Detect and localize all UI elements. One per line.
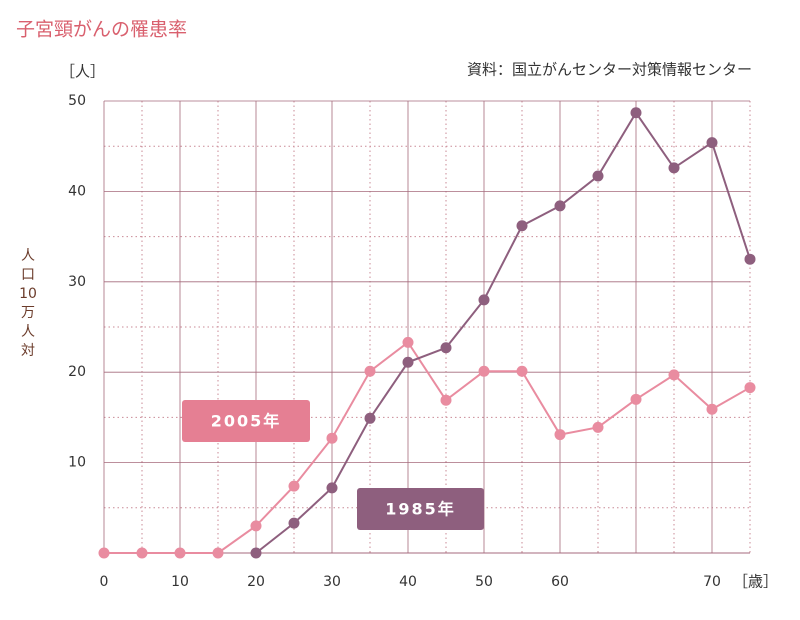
y-axis-label: 人 [21, 324, 35, 340]
data-point [668, 369, 680, 381]
y-unit: ［人］ [60, 63, 105, 81]
x-tick-label: 10 [171, 574, 189, 590]
y-tick-label: 10 [68, 455, 86, 471]
data-point [136, 547, 148, 559]
legend-label: 2005年 [211, 412, 282, 431]
y-tick-label: 30 [68, 274, 86, 290]
data-point [212, 547, 224, 559]
data-point [174, 547, 186, 559]
y-axis-label: 口 [21, 267, 35, 283]
series-line [255, 110, 751, 554]
data-point [706, 137, 718, 149]
series-line [104, 340, 751, 554]
data-point [364, 412, 376, 424]
data-point [440, 394, 452, 406]
data-point [592, 421, 604, 433]
y-axis-label: 10 [19, 286, 37, 302]
data-point [516, 220, 528, 232]
data-point [744, 253, 756, 265]
data-point [478, 365, 490, 377]
data-point [250, 547, 262, 559]
y-axis-label: 対 [21, 343, 35, 359]
data-point [364, 365, 376, 377]
data-point [288, 480, 300, 492]
data-point [440, 342, 452, 354]
y-tick-label: 20 [68, 364, 86, 380]
x-tick-label: 30 [323, 574, 341, 590]
source: 資料：国立がんセンター対策情報センター [467, 61, 752, 79]
data-point [250, 520, 262, 532]
data-point [402, 356, 414, 368]
data-point [516, 365, 528, 377]
data-point [706, 403, 718, 415]
data-point [326, 432, 338, 444]
data-point [744, 382, 756, 394]
y-tick-label: 50 [68, 93, 86, 109]
chart-title: 子宮頸がんの罹患率 [16, 19, 187, 41]
data-point [554, 429, 566, 441]
legend-box [357, 488, 484, 530]
x-unit: ［歳］ [733, 573, 778, 591]
x-tick-label: 60 [551, 574, 569, 590]
legend-box [182, 400, 310, 442]
x-tick-label: 20 [247, 574, 265, 590]
data-point [630, 393, 642, 405]
data-point [592, 170, 604, 182]
data-point [402, 336, 414, 348]
x-tick-label: 70 [703, 574, 721, 590]
legend-label: 1985年 [385, 500, 456, 519]
x-tick-label: 50 [475, 574, 493, 590]
data-point [288, 517, 300, 529]
y-tick-label: 40 [68, 183, 86, 199]
x-tick-label: 0 [100, 574, 109, 590]
data-point [478, 294, 490, 306]
data-point [630, 107, 642, 119]
data-point [98, 547, 110, 559]
y-axis-label: 人 [21, 248, 35, 264]
data-point [554, 200, 566, 212]
x-tick-label: 40 [399, 574, 417, 590]
data-point [668, 162, 680, 174]
data-point [326, 482, 338, 494]
y-axis-label: 万 [21, 305, 35, 321]
